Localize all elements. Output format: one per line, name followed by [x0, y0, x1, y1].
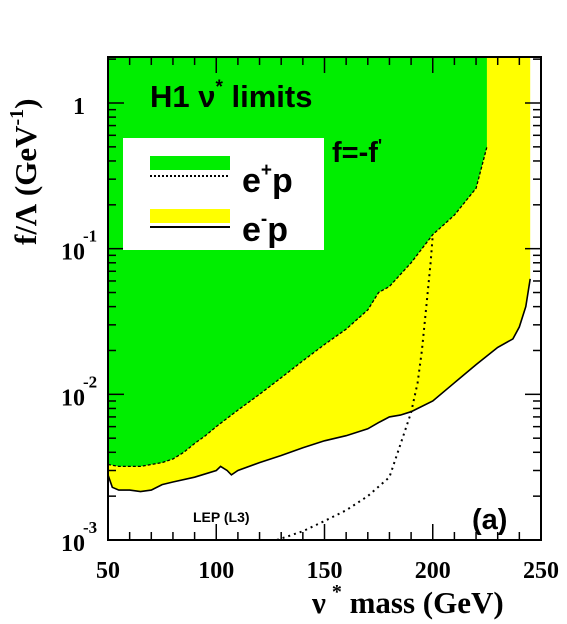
plot-clip-area	[107, 57, 541, 541]
x-tick-label: 50	[96, 558, 120, 584]
x-axis-label: ν * mass (GeV)	[311, 581, 504, 620]
line-e-minus-p-boundary	[107, 278, 531, 493]
y-tick-label: 10	[61, 531, 85, 557]
coupling-label: f=-f'	[332, 136, 382, 169]
legend: e+p e-p	[123, 138, 324, 250]
x-tick-label: 150	[307, 558, 343, 584]
legend-label-e-plus-p: e+p	[242, 160, 293, 200]
axis-ticks	[107, 57, 542, 541]
y-tick-label: 10	[61, 385, 85, 411]
y-tick-label-exponent: -3	[83, 518, 97, 537]
y-tick-label-exponent: -1	[83, 227, 97, 246]
x-tick-label: 250	[523, 558, 559, 584]
legend-swatch-e-plus-p	[150, 156, 230, 170]
y-axis-label: f/Λ (GeV-1)	[6, 99, 43, 246]
chart-title: H1 ν* limits	[150, 77, 312, 114]
legend-swatch-e-minus-p	[150, 209, 230, 223]
x-tick-label: 200	[415, 558, 451, 584]
y-tick-label: 10	[61, 240, 85, 266]
annotation-lep: LEP (L3)	[193, 509, 250, 525]
legend-box	[123, 138, 324, 250]
panel-label: (a)	[472, 504, 507, 536]
y-tick-label: 1	[73, 94, 85, 120]
legend-label-e-minus-p: e-p	[242, 209, 288, 249]
y-tick-label-exponent: -2	[83, 372, 97, 391]
line-e-plus-p-boundary	[107, 146, 488, 468]
x-tick-label: 100	[198, 558, 234, 584]
